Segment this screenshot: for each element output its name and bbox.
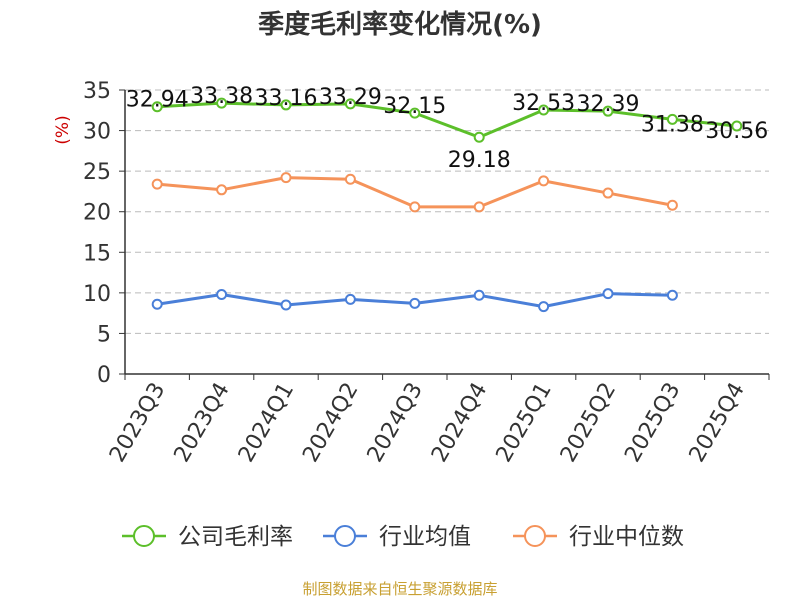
data-label: 33.16	[255, 86, 318, 111]
data-point	[666, 289, 678, 301]
y-tick-label: 30	[83, 120, 111, 145]
legend-label: 行业均值	[379, 524, 471, 550]
data-point	[344, 293, 356, 305]
data-point	[473, 131, 485, 143]
y-tick-label: 20	[83, 201, 111, 226]
legend-marker	[334, 525, 356, 547]
x-tick-label: 2023Q3	[105, 379, 170, 467]
data-point	[344, 173, 356, 185]
data-point	[280, 299, 292, 311]
data-label: 33.29	[319, 85, 382, 110]
data-point	[602, 187, 614, 199]
y-tick-label: 5	[97, 322, 111, 347]
x-tick-label: 2025Q4	[685, 379, 750, 467]
y-tick-label: 0	[97, 363, 111, 388]
x-tick-label: 2025Q3	[620, 379, 685, 467]
data-point	[731, 120, 743, 132]
data-label: 32.53	[512, 91, 575, 116]
data-point	[602, 288, 614, 300]
data-label-layer: 32.94 33.38 33.16 33.29 32.15 29.18 32.53 32.39…	[126, 84, 769, 173]
legend-label: 行业中位数	[569, 524, 684, 550]
series-layer	[151, 97, 743, 313]
data-point	[151, 298, 163, 310]
x-tick-label: 2024Q2	[298, 379, 363, 467]
data-point	[602, 105, 614, 117]
x-tick-label: 2025Q2	[556, 379, 621, 467]
data-point	[216, 97, 228, 109]
x-tick-label: 2024Q1	[234, 379, 299, 467]
data-label: 32.39	[577, 92, 640, 117]
grid-layer	[125, 89, 769, 334]
series-line	[157, 101, 737, 139]
data-label: 30.56	[705, 119, 768, 144]
data-point	[280, 99, 292, 111]
data-label: 32.15	[383, 94, 446, 119]
data-point	[151, 178, 163, 190]
x-tick-label: 2025Q1	[491, 379, 556, 467]
data-point	[216, 184, 228, 196]
legend-marker	[524, 525, 546, 547]
legend-label: 公司毛利率	[178, 524, 293, 550]
x-tick-label: 2023Q4	[169, 379, 234, 467]
data-point	[666, 199, 678, 211]
legend-marker	[133, 525, 155, 547]
data-point	[538, 175, 550, 187]
data-point	[409, 201, 421, 213]
data-point	[473, 289, 485, 301]
chart-title: 季度毛利率变化情况(%)	[258, 10, 542, 40]
y-axis-label: (%)	[53, 115, 73, 144]
data-point	[666, 113, 678, 125]
data-point	[151, 101, 163, 113]
data-point	[538, 301, 550, 313]
data-point	[280, 172, 292, 184]
source-note: 制图数据来自恒生聚源数据库	[302, 580, 498, 598]
y-tick-label: 25	[83, 160, 111, 185]
y-tick-label: 35	[83, 79, 111, 104]
x-tick-label: 2024Q3	[363, 379, 428, 467]
data-point	[473, 201, 485, 213]
y-tick-label: 10	[83, 282, 111, 307]
data-label: 31.38	[641, 112, 704, 137]
data-label: 29.18	[448, 148, 511, 173]
y-tick-label: 15	[83, 241, 111, 266]
x-tick-label: 2024Q4	[427, 379, 492, 467]
data-point	[538, 104, 550, 116]
data-point	[409, 107, 421, 119]
legend: 公司毛利率 行业均值 行业中位数	[122, 524, 684, 550]
data-label: 32.94	[126, 88, 189, 113]
data-point	[216, 288, 228, 300]
data-label: 33.38	[190, 84, 253, 109]
data-point	[344, 98, 356, 110]
data-point	[409, 297, 421, 309]
